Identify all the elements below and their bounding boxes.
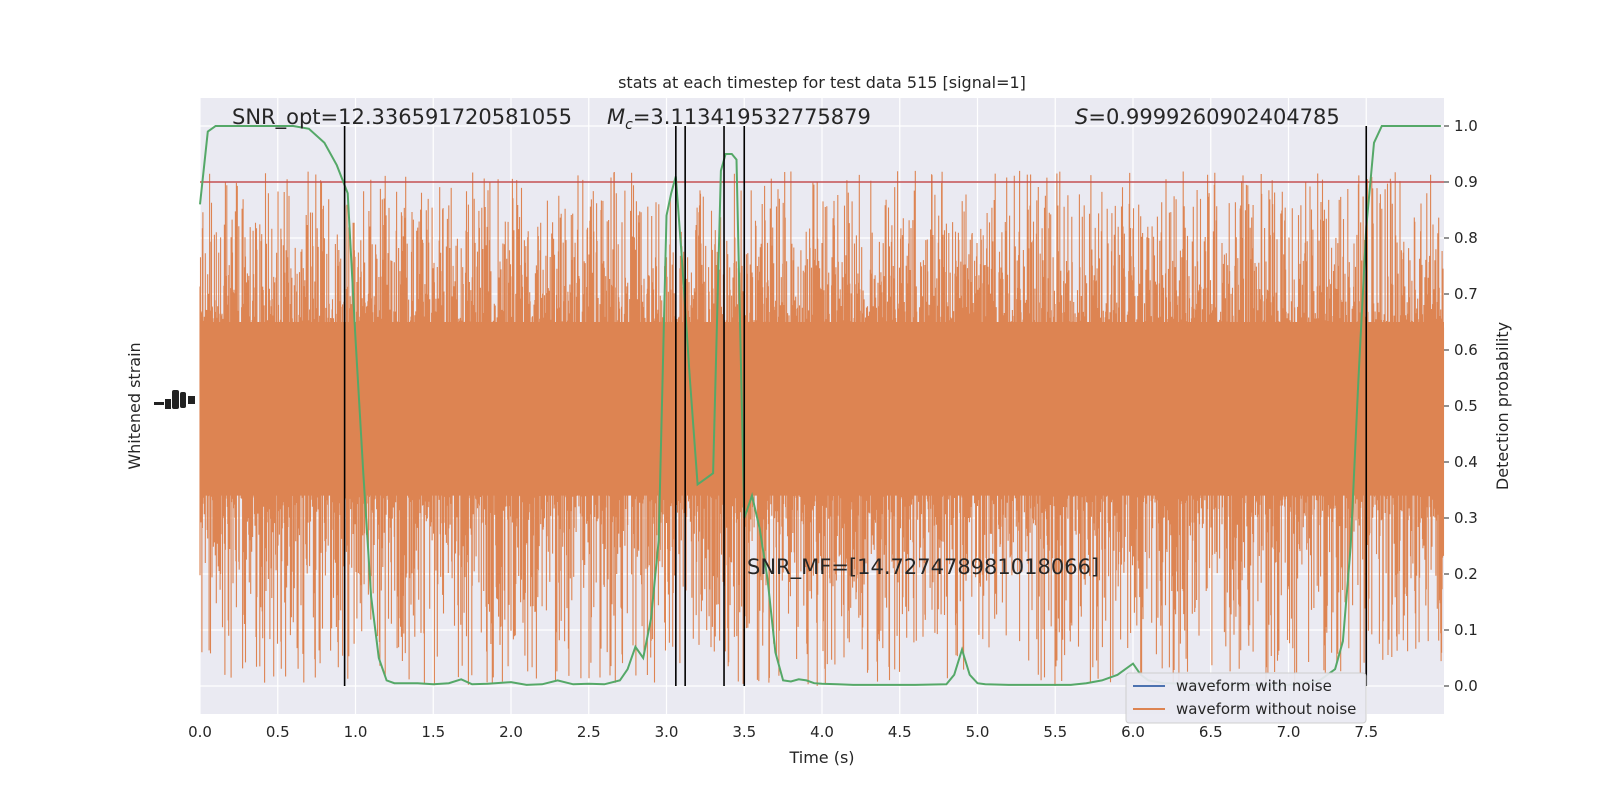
x-tick-label: 2.0 [499, 723, 523, 741]
snr-mf-annotation: SNR_MF=[14.727478981018066] [747, 555, 1099, 580]
legend-label-noisy: waveform with noise [1176, 677, 1332, 695]
x-tick-label: 0.0 [188, 723, 212, 741]
x-tick-label: 5.0 [966, 723, 990, 741]
x-tick-label: 7.0 [1277, 723, 1301, 741]
y-axis-left-ticks [154, 390, 195, 409]
vertical-markers [343, 126, 1368, 686]
x-tick-label: 0.5 [266, 723, 290, 741]
y-tick-label: 0.6 [1454, 341, 1478, 359]
y-tick-label: 0.1 [1454, 621, 1478, 639]
x-tick-label: 3.5 [732, 723, 756, 741]
x-tick-label: 1.5 [421, 723, 445, 741]
x-tick-label: 2.5 [577, 723, 601, 741]
x-tick-label: 4.5 [888, 723, 912, 741]
legend-box [1125, 672, 1367, 724]
y-axis-right-ticks: 0.0 0.1 0.2 0.3 0.4 0.5 0.6 0.7 0.8 0.9 1.0 [1444, 117, 1478, 695]
x-tick-label: 5.5 [1043, 723, 1067, 741]
snr-opt-annotation: SNR_opt=12.336591720581055 [232, 105, 572, 130]
y-tick-label: 0.4 [1454, 453, 1478, 471]
y-axis-left-label: Whitened strain [125, 342, 144, 469]
legend: waveform with noise waveform without noi… [1125, 672, 1367, 724]
chirp-mass-annotation: Mc=3.113419532775879 [607, 105, 871, 133]
s-value: =0.9999260902404785 [1088, 105, 1339, 129]
waveform-without-noise-series [199, 170, 1445, 686]
y-axis-right-label: Detection probability [1493, 322, 1512, 490]
x-tick-label: 7.5 [1354, 723, 1378, 741]
x-tick-label: 1.0 [344, 723, 368, 741]
x-tick-label: 6.5 [1199, 723, 1223, 741]
y-tick-label: 1.0 [1454, 117, 1478, 135]
s-annotation: S=0.9999260902404785 [1075, 105, 1340, 129]
chirp-mass-value: =3.113419532775879 [633, 105, 871, 129]
legend-label-clean: waveform without noise [1176, 700, 1356, 718]
chirp-mass-symbol: M [607, 105, 625, 129]
x-tick-label: 4.0 [810, 723, 834, 741]
y-tick-label: 0.9 [1454, 173, 1478, 191]
y-tick-label: 0.8 [1454, 229, 1478, 247]
noise-trace [199, 170, 1445, 686]
x-axis-ticks: 0.0 0.5 1.0 1.5 2.0 2.5 3.0 3.5 4.0 4.5 5.0 5.5 6.0 6… [188, 723, 1378, 741]
y-tick-label: 0.0 [1454, 677, 1478, 695]
chirp-mass-subscript: c [625, 117, 633, 133]
y-tick-label: 0.5 [1454, 397, 1478, 415]
y-tick-label: 0.3 [1454, 509, 1478, 527]
x-axis-label: Time (s) [788, 748, 854, 767]
s-symbol: S [1075, 105, 1088, 129]
x-tick-label: 3.0 [655, 723, 679, 741]
y-tick-label: 0.7 [1454, 285, 1478, 303]
y-tick-label: 0.2 [1454, 565, 1478, 583]
x-tick-label: 6.0 [1121, 723, 1145, 741]
chart-title: stats at each timestep for test data 515… [618, 73, 1026, 92]
